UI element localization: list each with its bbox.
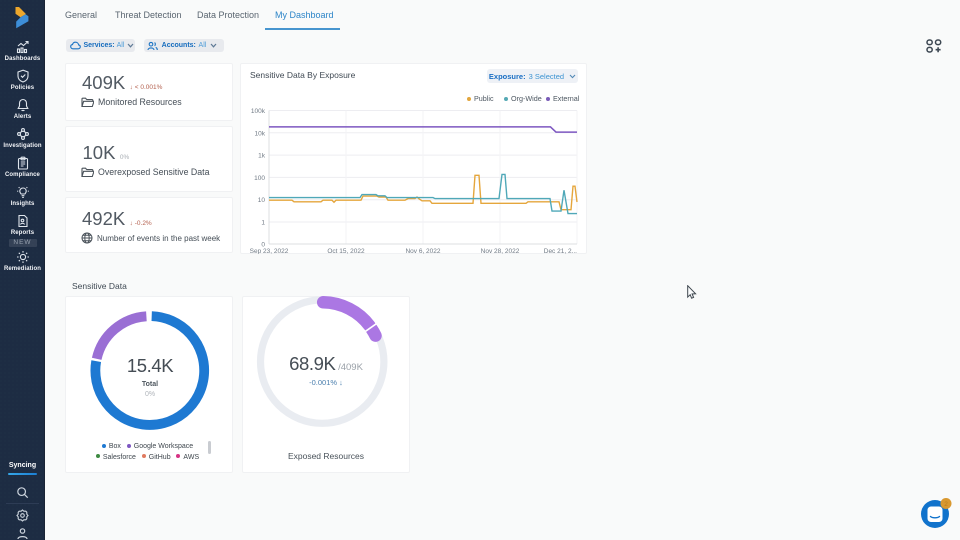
svg-text:100: 100 bbox=[254, 175, 265, 182]
svg-text:10: 10 bbox=[258, 197, 266, 204]
svg-text:1k: 1k bbox=[258, 153, 266, 160]
svg-text:100k: 100k bbox=[251, 108, 266, 115]
svg-text:10k: 10k bbox=[255, 130, 266, 137]
svg-text:1: 1 bbox=[261, 220, 265, 227]
svg-text:Oct 15, 2022: Oct 15, 2022 bbox=[327, 248, 365, 254]
svg-text:Sep 23, 2022: Sep 23, 2022 bbox=[250, 248, 289, 254]
svg-text:Nov 6, 2022: Nov 6, 2022 bbox=[405, 248, 440, 254]
svg-text:Nov 28, 2022: Nov 28, 2022 bbox=[481, 248, 520, 254]
svg-text:2: 2 bbox=[944, 501, 948, 508]
svg-text:Dec 21, 2...: Dec 21, 2... bbox=[544, 248, 577, 254]
svg-text:0: 0 bbox=[261, 242, 265, 249]
